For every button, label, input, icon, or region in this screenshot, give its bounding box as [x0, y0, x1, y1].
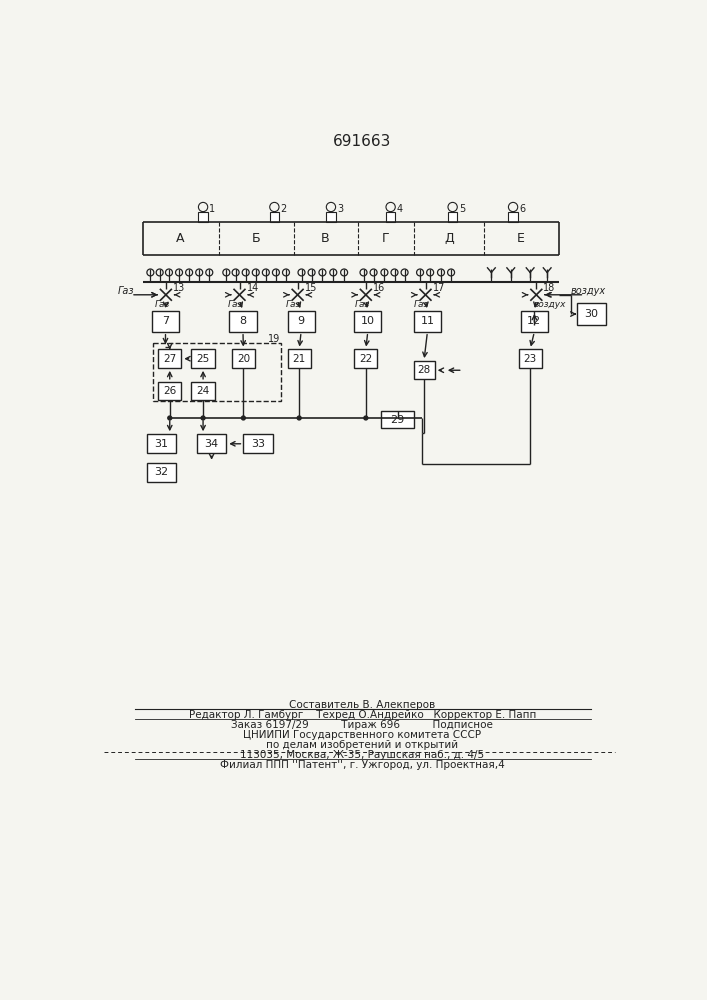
Bar: [577, 303, 606, 325]
Text: воздух: воздух: [534, 300, 566, 309]
Bar: [508, 212, 518, 222]
Text: 29: 29: [390, 415, 404, 425]
Text: 9: 9: [298, 316, 305, 326]
Text: 5: 5: [459, 204, 465, 214]
Text: 32: 32: [154, 467, 168, 477]
Text: Газ: Газ: [286, 300, 301, 309]
Text: по делам изобретений и открытий: по делам изобретений и открытий: [267, 740, 458, 750]
Text: Б: Б: [252, 232, 260, 245]
Text: Газ: Газ: [354, 300, 370, 309]
Bar: [354, 311, 381, 332]
Bar: [192, 382, 215, 400]
Bar: [518, 349, 542, 368]
Text: ЦНИИПИ Государственного комитета СССР: ЦНИИПИ Государственного комитета СССР: [243, 730, 481, 740]
Bar: [327, 212, 336, 222]
Bar: [288, 349, 311, 368]
Bar: [158, 382, 182, 400]
Bar: [192, 349, 215, 368]
Text: А: А: [176, 232, 185, 245]
Text: 10: 10: [361, 316, 375, 326]
Bar: [354, 349, 378, 368]
Text: 23: 23: [523, 354, 537, 364]
Text: 26: 26: [163, 386, 176, 396]
Bar: [152, 311, 179, 332]
Text: 8: 8: [240, 316, 247, 326]
Text: Заказ 6197/29          Тираж 696          Подписное: Заказ 6197/29 Тираж 696 Подписное: [231, 720, 493, 730]
Circle shape: [297, 416, 301, 420]
Text: 27: 27: [163, 354, 176, 364]
Text: 113035, Москва, Ж-35, Раушская наб., д. 4/5: 113035, Москва, Ж-35, Раушская наб., д. …: [240, 750, 484, 760]
Text: 21: 21: [293, 354, 306, 364]
Text: 31: 31: [154, 439, 168, 449]
Circle shape: [364, 416, 368, 420]
Bar: [153, 343, 281, 401]
Text: 25: 25: [197, 354, 210, 364]
Bar: [197, 434, 226, 453]
Bar: [199, 212, 208, 222]
Bar: [386, 212, 395, 222]
Bar: [414, 361, 435, 379]
Text: 22: 22: [359, 354, 373, 364]
Text: 2: 2: [281, 204, 287, 214]
Text: 33: 33: [251, 439, 265, 449]
Text: Составитель В. Алекперов: Составитель В. Алекперов: [289, 700, 436, 710]
Text: В: В: [321, 232, 330, 245]
Bar: [288, 311, 315, 332]
Bar: [270, 212, 279, 222]
Bar: [158, 349, 182, 368]
Text: Е: Е: [517, 232, 525, 245]
Bar: [381, 411, 414, 428]
Text: Газ: Газ: [228, 300, 243, 309]
Text: 30: 30: [585, 309, 598, 319]
Circle shape: [201, 416, 205, 420]
Text: Газ: Газ: [414, 300, 429, 309]
Text: 18: 18: [543, 283, 556, 293]
Text: 17: 17: [433, 283, 445, 293]
Bar: [414, 311, 441, 332]
Text: 4: 4: [397, 204, 403, 214]
Text: 691663: 691663: [333, 134, 392, 149]
Text: 7: 7: [162, 316, 169, 326]
Text: Газ: Газ: [117, 286, 134, 296]
Text: 20: 20: [237, 354, 250, 364]
Text: 16: 16: [373, 283, 385, 293]
Text: 1: 1: [209, 204, 216, 214]
Bar: [146, 434, 176, 453]
Text: Г: Г: [382, 232, 390, 245]
Bar: [448, 212, 457, 222]
Bar: [521, 311, 548, 332]
Text: 3: 3: [337, 204, 344, 214]
Text: Газ: Газ: [154, 300, 170, 309]
Circle shape: [241, 416, 245, 420]
Text: 14: 14: [247, 283, 259, 293]
Text: 11: 11: [421, 316, 434, 326]
Text: Д: Д: [444, 232, 454, 245]
Text: Редактор Л. Гамбург    Техред О.Андрейко   Корректор Е. Папп: Редактор Л. Гамбург Техред О.Андрейко Ко…: [189, 710, 536, 720]
Text: 15: 15: [305, 283, 317, 293]
Circle shape: [168, 416, 172, 420]
Text: 13: 13: [173, 283, 185, 293]
Text: 24: 24: [197, 386, 210, 396]
Text: 12: 12: [527, 316, 542, 326]
Text: 19: 19: [267, 334, 280, 344]
Text: 6: 6: [519, 204, 525, 214]
Bar: [232, 349, 255, 368]
Bar: [230, 311, 257, 332]
Bar: [146, 463, 176, 482]
Text: 28: 28: [418, 365, 431, 375]
Text: воздух: воздух: [571, 286, 606, 296]
Bar: [243, 434, 273, 453]
Text: Филиал ППП ''Патент'', г. Ужгород, ул. Проектная,4: Филиал ППП ''Патент'', г. Ужгород, ул. П…: [220, 760, 505, 770]
Text: 34: 34: [204, 439, 218, 449]
